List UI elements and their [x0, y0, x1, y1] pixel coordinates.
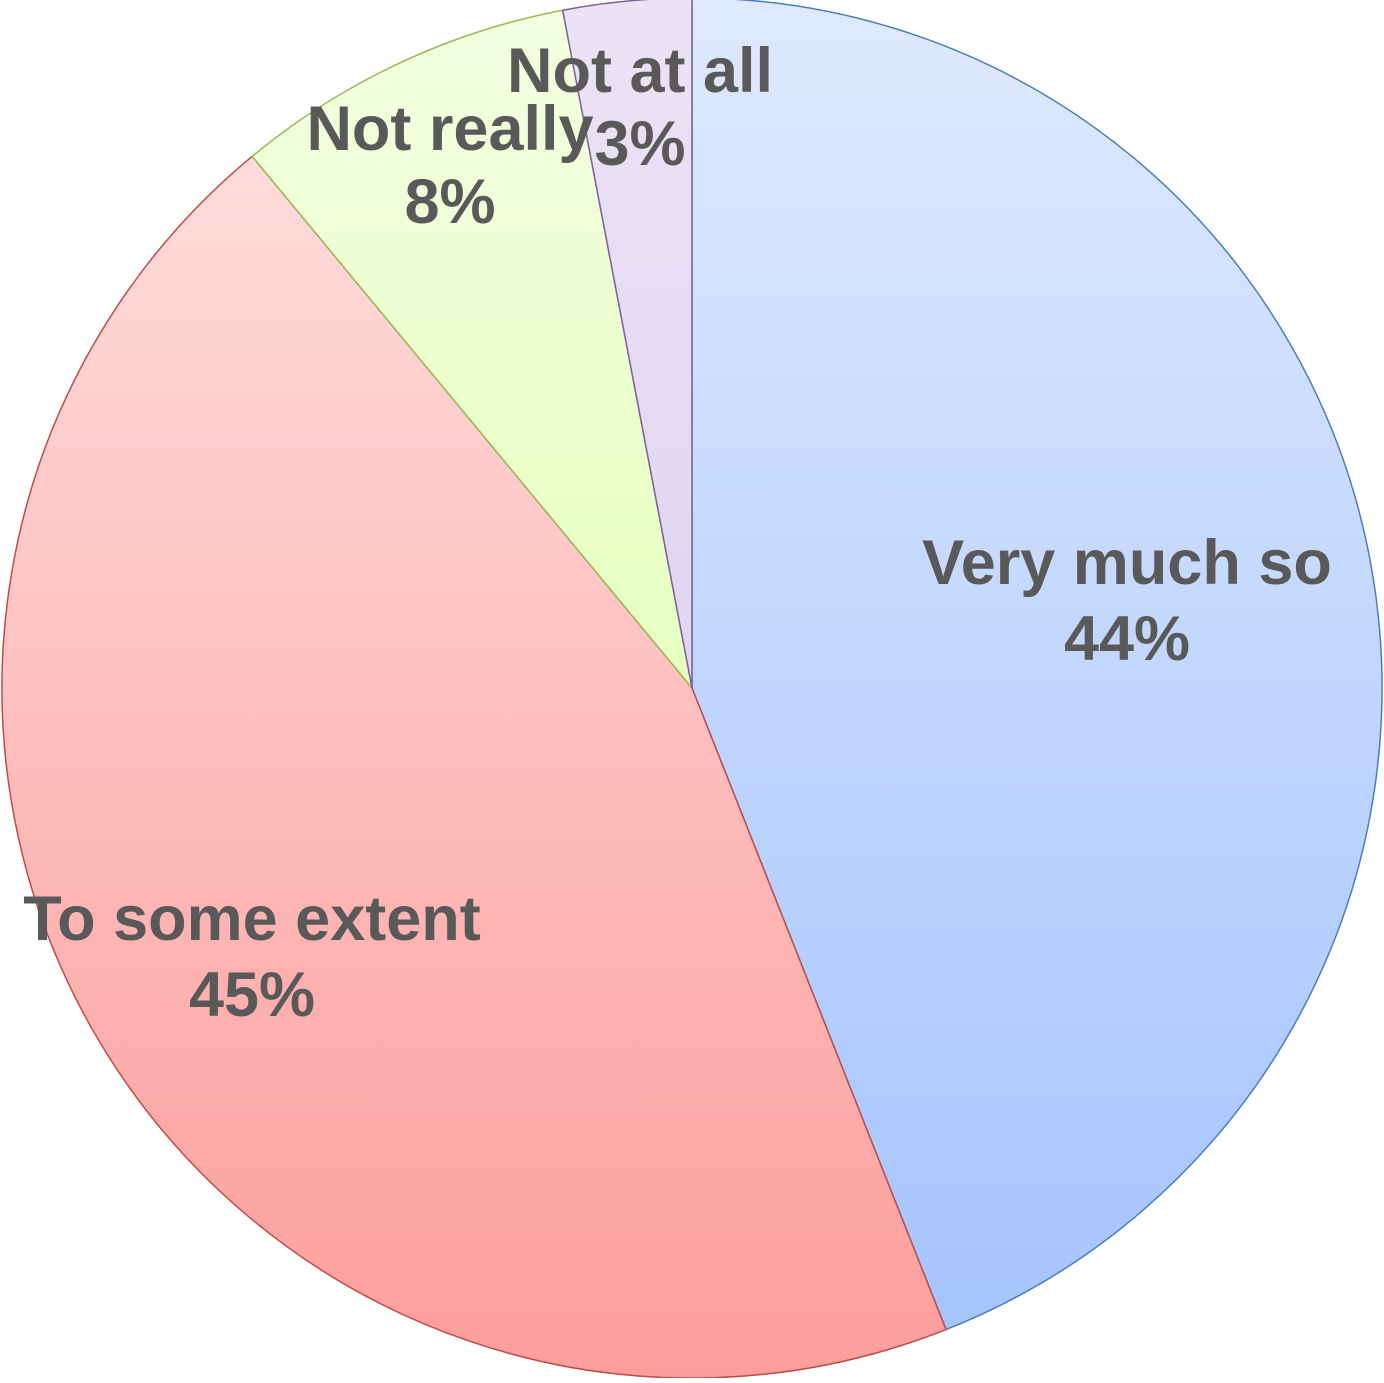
- pie-slice-to-some-extent: [1, 155, 947, 1379]
- slice-percent-very-much-so: 44%: [1064, 604, 1190, 674]
- pie-slice-very-much-so: [691, 0, 1383, 1331]
- pie-slice-not-really: [251, 9, 693, 689]
- slice-percent-to-some-extent: 45%: [189, 960, 315, 1030]
- slice-percent-not-really: 8%: [404, 167, 495, 237]
- slice-label-to-some-extent: To some extent: [23, 884, 480, 954]
- pie-slice-not-at-all: [561, 0, 693, 689]
- slice-label-not-at-all: Not at all: [507, 36, 773, 106]
- slice-percent-not-at-all: 3%: [594, 109, 685, 179]
- slice-label-not-really: Not really: [306, 94, 593, 164]
- slice-label-very-much-so: Very much so: [922, 528, 1332, 598]
